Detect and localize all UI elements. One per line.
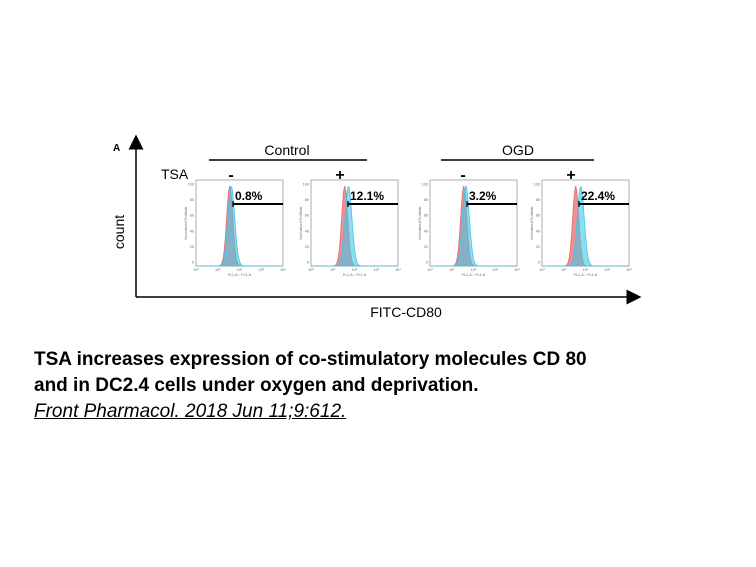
caption-line-2: and in DC2.4 cells under oxygen and depr…: [34, 375, 479, 396]
gate-percentage: 12.1%: [350, 189, 384, 203]
y-tick-label: 100: [422, 183, 428, 187]
x-tick-label: 10⁰: [193, 268, 199, 272]
caption-line-1: TSA increases expression of co-stimulato…: [34, 349, 587, 370]
inner-y-label: Normalized To Mode: [418, 207, 422, 240]
treatment-sign-4: +: [566, 167, 575, 184]
y-tick-label: 60: [536, 214, 540, 218]
x-axis-label: FITC-CD80: [370, 304, 442, 320]
x-tick-label: 10³: [259, 268, 265, 272]
x-tick-label: 10²: [471, 268, 477, 272]
y-tick-label: 20: [536, 245, 540, 249]
x-tick-label: 10⁴: [514, 268, 520, 272]
panel-label: A: [113, 143, 120, 154]
y-axis-label: count: [111, 215, 127, 249]
y-tick-label: 40: [424, 229, 428, 233]
y-tick-label: 60: [190, 214, 194, 218]
y-tick-label: 60: [305, 214, 309, 218]
inner-y-label: Normalized To Mode: [299, 207, 303, 240]
x-tick-label: 10¹: [215, 268, 221, 272]
x-tick-label: 10⁰: [427, 268, 433, 272]
x-tick-label: 10²: [237, 268, 243, 272]
y-tick-label: 100: [534, 183, 540, 187]
treatment-sign-2: +: [335, 167, 344, 184]
y-tick-label: 80: [305, 198, 309, 202]
y-tick-label: 20: [190, 245, 194, 249]
y-tick-label: 40: [190, 229, 194, 233]
inner-x-label: FL1-A :: FL1-A: [574, 273, 598, 277]
y-tick-label: 60: [424, 214, 428, 218]
panel-frame: [195, 179, 284, 267]
treatment-sign-3: -: [460, 167, 465, 184]
y-tick-label: 0: [307, 261, 309, 265]
y-tick-label: 20: [424, 245, 428, 249]
caption-citation[interactable]: Front Pharmacol. 2018 Jun 11;9:612.: [34, 401, 347, 422]
panel-frame: [429, 179, 518, 267]
y-tick-label: 0: [192, 261, 194, 265]
x-tick-label: 10¹: [330, 268, 336, 272]
x-tick-label: 10⁴: [626, 268, 632, 272]
y-tick-label: 0: [426, 261, 428, 265]
y-tick-label: 80: [190, 198, 194, 202]
x-tick-label: 10²: [352, 268, 358, 272]
y-tick-label: 40: [305, 229, 309, 233]
histogram-curve-tsa: [430, 184, 517, 267]
x-tick-label: 10⁴: [395, 268, 401, 272]
y-tick-label: 20: [305, 245, 309, 249]
histogram-curve-tsa: [196, 185, 283, 267]
x-tick-label: 10³: [374, 268, 380, 272]
y-tick-label: 0: [538, 261, 540, 265]
inner-x-label: FL1-A :: FL1-A: [462, 273, 486, 277]
flow-cytometry-figure: A count FITC-CD80 Control OGD TSA - + - …: [111, 134, 642, 320]
x-tick-label: 10¹: [449, 268, 455, 272]
y-tick-label: 80: [536, 198, 540, 202]
x-tick-label: 10²: [583, 268, 589, 272]
x-tick-label: 10³: [493, 268, 499, 272]
histogram-curve-tsa: [542, 185, 629, 267]
gate-percentage: 0.8%: [235, 189, 263, 203]
x-tick-label: 10⁴: [280, 268, 286, 272]
tsa-row-label: TSA: [161, 166, 189, 182]
y-tick-label: 80: [424, 198, 428, 202]
gate-percentage: 3.2%: [469, 189, 497, 203]
x-tick-label: 10³: [605, 268, 611, 272]
inner-y-label: Normalized To Mode: [530, 207, 534, 240]
y-tick-label: 100: [303, 183, 309, 187]
inner-y-label: Normalized To Mode: [184, 207, 188, 240]
histogram-panel-control-minus: 100 80 60 40 20 0 10⁰ 10¹ 10² 10³ 10⁴ Normalized To…: [184, 179, 286, 277]
inner-x-label: FL1-A :: FL1-A: [343, 273, 367, 277]
x-tick-label: 10¹: [561, 268, 567, 272]
group-label-ogd: OGD: [502, 142, 534, 158]
group-label-control: Control: [264, 142, 309, 158]
y-tick-label: 40: [536, 229, 540, 233]
histogram-curve-tsa: [311, 185, 398, 267]
y-tick-label: 100: [188, 183, 194, 187]
gate-percentage: 22.4%: [581, 189, 615, 203]
treatment-sign-1: -: [228, 167, 233, 184]
x-tick-label: 10⁰: [539, 268, 545, 272]
histogram-panel-ogd-minus: 100 80 60 40 20 0 10⁰ 10¹ 10² 10³ 10⁴ Normalized To…: [418, 179, 520, 277]
histogram-panel-ogd-plus: 100 80 60 40 20 0 10⁰ 10¹ 10² 10³ 10⁴ Normalized To…: [530, 179, 632, 277]
inner-x-label: FL1-A :: FL1-A: [228, 273, 252, 277]
histogram-panel-control-plus: 100 80 60 40 20 0 10⁰ 10¹ 10² 10³ 10⁴ Normalized To…: [299, 179, 401, 277]
x-tick-label: 10⁰: [308, 268, 314, 272]
